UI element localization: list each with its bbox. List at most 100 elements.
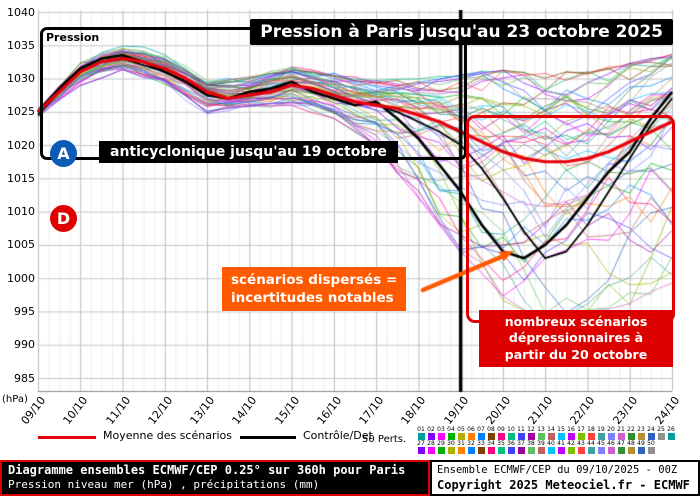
depression-marker: D xyxy=(50,205,77,232)
member-legend-cell: 29 xyxy=(436,440,446,454)
member-number: 15 xyxy=(557,426,565,433)
member-number: 47 xyxy=(617,440,625,447)
member-legend-cell: 09 xyxy=(496,426,506,440)
member-color-swatch xyxy=(647,433,655,440)
member-legend-cell: 45 xyxy=(596,440,606,454)
member-color-swatch xyxy=(437,433,445,440)
y-tick-label: 1030 xyxy=(7,72,35,86)
member-legend-cell: 08 xyxy=(486,426,496,440)
depression-note-line2: dépressionnaires à xyxy=(508,330,644,346)
member-legend-cell: 05 xyxy=(456,426,466,440)
y-tick-label: 1005 xyxy=(7,238,35,252)
member-color-swatch xyxy=(427,433,435,440)
member-legend-cell: 30 xyxy=(446,440,456,454)
member-number: 28 xyxy=(427,440,435,447)
member-number: 20 xyxy=(607,426,615,433)
member-number: 01 xyxy=(417,426,425,433)
member-legend-cell: 33 xyxy=(476,440,486,454)
chart-description-box: Diagramme ensembles ECMWF/CEP 0.25° sur … xyxy=(0,460,430,496)
dispersion-note-line2: incertitudes notables xyxy=(231,290,394,307)
member-color-swatch xyxy=(647,447,655,454)
y-tick-label: 1010 xyxy=(7,205,35,219)
member-color-swatch xyxy=(567,447,575,454)
depression-note-line1: nombreux scénarios xyxy=(504,314,648,329)
member-number: 36 xyxy=(507,440,515,447)
member-color-swatch xyxy=(627,447,635,454)
y-tick-label: 1035 xyxy=(7,38,35,52)
mean-line-swatch xyxy=(38,436,96,439)
control-line-label: Contrôle/Det xyxy=(303,429,373,442)
member-color-swatch xyxy=(547,433,555,440)
member-legend-cell: 17 xyxy=(576,426,586,440)
member-color-swatch xyxy=(577,433,585,440)
member-color-swatch xyxy=(437,447,445,454)
member-number: 26 xyxy=(667,426,675,433)
dispersion-note-line1: scénarios dispersés = xyxy=(231,272,398,288)
member-number: 27 xyxy=(417,440,425,447)
member-legend-cell: 19 xyxy=(596,426,606,440)
member-number: 17 xyxy=(577,426,585,433)
member-number: 05 xyxy=(457,426,465,433)
member-number: 49 xyxy=(637,440,645,447)
member-number: 24 xyxy=(647,426,655,433)
member-legend-cell: 01 xyxy=(416,426,426,440)
y-tick-label: 995 xyxy=(14,304,35,318)
member-color-swatch xyxy=(637,433,645,440)
member-number: 12 xyxy=(527,426,535,433)
member-legend-cell: 20 xyxy=(606,426,616,440)
member-legend-cell: 35 xyxy=(496,440,506,454)
member-number: 22 xyxy=(627,426,635,433)
y-axis-unit-label: (hPa) xyxy=(2,394,28,405)
member-number: 46 xyxy=(607,440,615,447)
member-color-swatch xyxy=(527,447,535,454)
member-color-swatch xyxy=(547,447,555,454)
member-color-swatch xyxy=(447,433,455,440)
member-legend-cell: 38 xyxy=(526,440,536,454)
member-number: 02 xyxy=(427,426,435,433)
member-legend-cell: 28 xyxy=(426,440,436,454)
member-color-swatch xyxy=(487,447,495,454)
y-tick-label: 1040 xyxy=(7,5,35,19)
member-color-swatch xyxy=(607,447,615,454)
member-legend-cell: 11 xyxy=(516,426,526,440)
member-legend-cell: 03 xyxy=(436,426,446,440)
member-color-swatch xyxy=(587,447,595,454)
member-number: 08 xyxy=(487,426,495,433)
member-number: 19 xyxy=(597,426,605,433)
member-number: 29 xyxy=(437,440,445,447)
member-legend-cell: 43 xyxy=(576,440,586,454)
member-color-swatch xyxy=(577,447,585,454)
member-legend-cell: 37 xyxy=(516,440,526,454)
members-row-1: 01 02 03 04 05 06 07 08 09 10 11 12 13 14 15 16 17 18 19 20… xyxy=(416,426,684,440)
member-number: 11 xyxy=(517,426,525,433)
chart-description-line2: Pression niveau mer (hPa) , précipitatio… xyxy=(8,478,320,491)
member-color-swatch xyxy=(567,433,575,440)
member-color-swatch xyxy=(487,433,495,440)
member-color-swatch xyxy=(607,433,615,440)
member-number: 32 xyxy=(467,440,475,447)
member-color-swatch xyxy=(477,433,485,440)
depression-note-line3: partir du 20 octobre xyxy=(504,346,648,362)
member-number: 13 xyxy=(537,426,545,433)
member-color-swatch xyxy=(507,433,515,440)
mean-line-label: Moyenne des scénarios xyxy=(103,429,232,442)
member-legend-cell: 47 xyxy=(616,440,626,454)
member-number: 16 xyxy=(567,426,575,433)
member-legend-cell: 44 xyxy=(586,440,596,454)
member-color-swatch xyxy=(497,433,505,440)
member-color-swatch xyxy=(557,433,565,440)
member-number: 40 xyxy=(547,440,555,447)
member-legend-cell: 24 xyxy=(646,426,656,440)
y-tick-label: 1020 xyxy=(7,138,35,152)
member-legend-cell: 39 xyxy=(536,440,546,454)
member-number: 43 xyxy=(577,440,585,447)
member-legend-cell: 49 xyxy=(636,440,646,454)
member-legend-cell: 14 xyxy=(546,426,556,440)
member-number: 23 xyxy=(637,426,645,433)
member-legend-cell: 50 xyxy=(646,440,656,454)
member-color-swatch xyxy=(667,433,675,440)
member-number: 38 xyxy=(527,440,535,447)
member-number: 25 xyxy=(657,426,665,433)
member-number: 06 xyxy=(467,426,475,433)
member-color-swatch xyxy=(657,433,665,440)
